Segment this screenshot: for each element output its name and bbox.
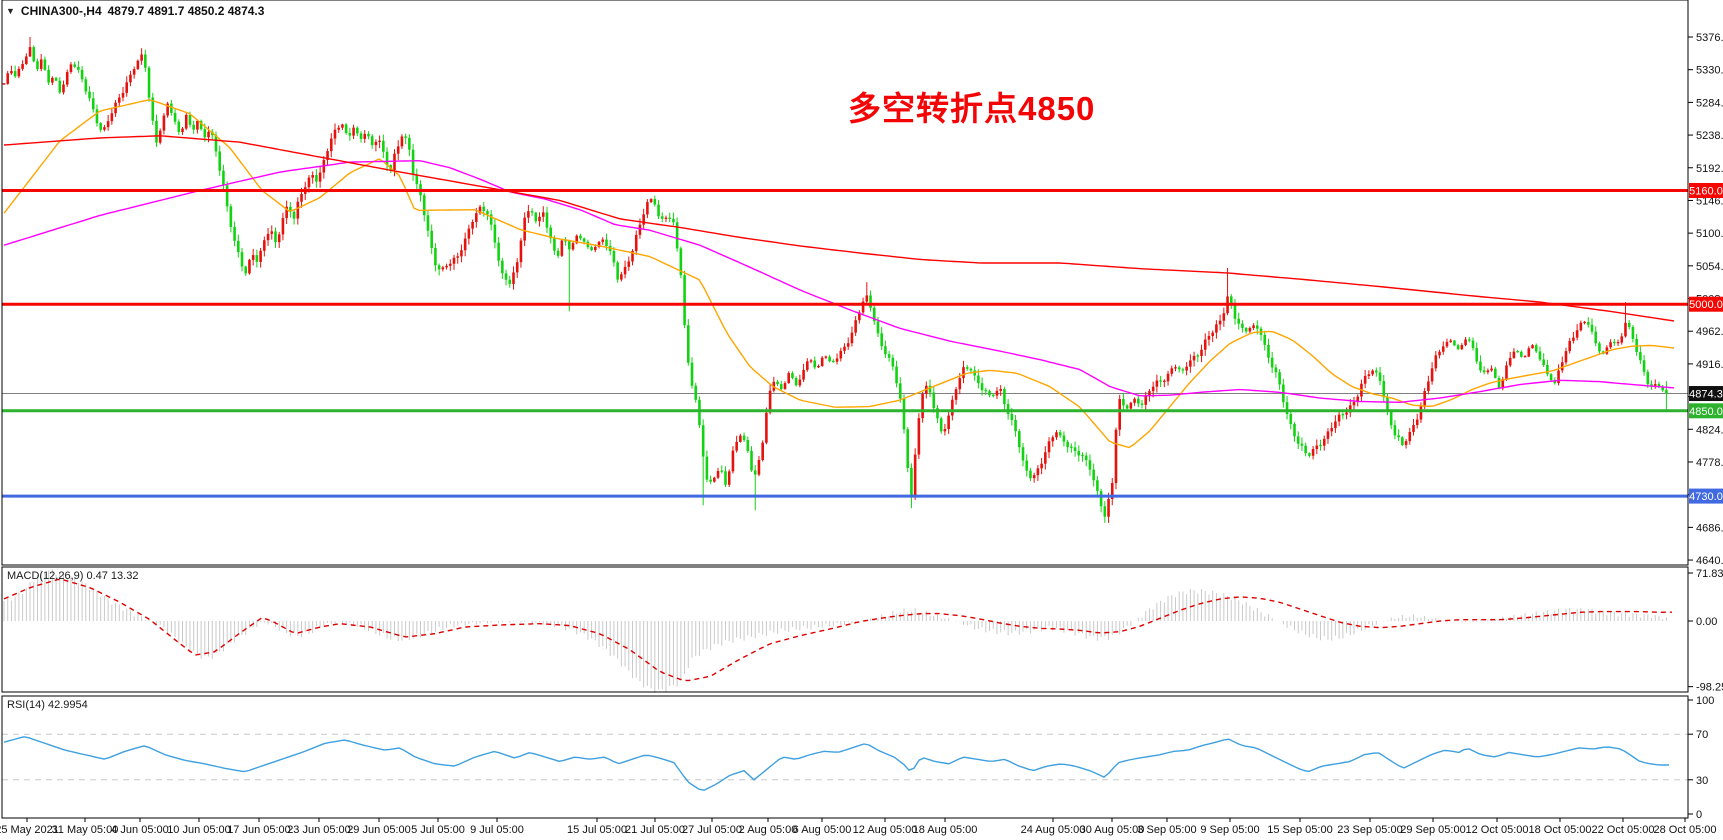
time-tick-label: 30 Aug 05:00: [1080, 824, 1145, 836]
time-tick-label: 29 Jun 05:00: [347, 824, 411, 836]
svg-text:-98.25: -98.25: [1696, 682, 1723, 694]
svg-text:0: 0: [1696, 809, 1702, 821]
svg-text:70: 70: [1696, 729, 1708, 741]
time-tick-label: 18 Aug 05:00: [913, 824, 978, 836]
ma-medium-line: [3, 160, 1675, 403]
symbol-period-label: CHINA300-,H4: [20, 4, 102, 18]
time-tick-label: 3 Sep 05:00: [1137, 824, 1196, 836]
svg-text:5160.0: 5160.0: [1689, 186, 1723, 198]
time-tick-label: 31 May 05:00: [52, 824, 119, 836]
time-tick-label: 24 Aug 05:00: [1021, 824, 1086, 836]
time-tick-label: 17 Jun 05:00: [227, 824, 291, 836]
key-level-lines: [2, 189, 1688, 498]
time-tick-label: 2 Aug 05:00: [739, 824, 798, 836]
time-tick-label: 10 Jun 05:00: [167, 824, 231, 836]
svg-text:5000.0: 5000.0: [1689, 299, 1723, 311]
svg-text:0.00: 0.00: [1696, 616, 1717, 628]
time-tick-label: 15 Jul 05:00: [567, 824, 627, 836]
time-tick-label: 23 Jun 05:00: [287, 824, 351, 836]
svg-text:4874.3: 4874.3: [1689, 389, 1723, 401]
symbol-dropdown-icon[interactable]: ▼: [6, 5, 15, 16]
price-axis: 5376.0 5330.0 5284.0 5238.0 5192.0 5146.0 5100…: [1688, 32, 1723, 821]
time-tick-label: 28 Oct 05:00: [1654, 824, 1717, 836]
time-tick-label: 22 Oct 05:00: [1592, 824, 1655, 836]
time-tick-label: 6 Aug 05:00: [793, 824, 852, 836]
svg-text:4686.0: 4686.0: [1696, 522, 1723, 534]
svg-text:5054.0: 5054.0: [1696, 261, 1723, 273]
svg-text:5238.0: 5238.0: [1696, 130, 1723, 142]
time-tick-label: 12 Aug 05:00: [853, 824, 918, 836]
svg-text:4916.0: 4916.0: [1696, 359, 1723, 371]
svg-text:30: 30: [1696, 775, 1708, 787]
svg-text:4962.0: 4962.0: [1696, 326, 1723, 338]
time-tick-label: 15 Sep 05:00: [1267, 824, 1332, 836]
svg-text:5192.0: 5192.0: [1696, 163, 1723, 175]
time-tick-label: 21 Jul 05:00: [625, 824, 685, 836]
rsi-indicator-label: RSI(14) 42.9954: [7, 699, 88, 711]
svg-text:5146.0: 5146.0: [1696, 195, 1723, 207]
macd-pane: [3, 569, 1672, 694]
svg-text:5330.0: 5330.0: [1696, 65, 1723, 77]
time-tick-label: 29 Sep 05:00: [1400, 824, 1465, 836]
time-tick-label: 9 Jul 05:00: [470, 824, 524, 836]
time-tick-label: 12 Oct 05:00: [1466, 824, 1529, 836]
candles-layer: [2, 37, 1668, 523]
ma-fast-line: [3, 99, 1675, 449]
svg-text:4824.0: 4824.0: [1696, 424, 1723, 436]
pane-borders: [1, 0, 1689, 819]
svg-text:4778.0: 4778.0: [1696, 457, 1723, 469]
svg-text:4730.0: 4730.0: [1689, 491, 1723, 503]
ma-slow-line: [3, 135, 1675, 322]
pivot-annotation: 多空转折点4850: [848, 90, 1096, 127]
price-badges: 5160.0 5000.0 4874.3 4850.0 4730.0: [1689, 183, 1723, 504]
time-tick-label: 9 Sep 05:00: [1200, 824, 1259, 836]
chart-title-bar: ▼ CHINA300-,H4 4879.7 4891.7 4850.2 4874…: [6, 4, 264, 18]
svg-text:5100.0: 5100.0: [1696, 228, 1723, 240]
svg-text:4850.0: 4850.0: [1689, 406, 1723, 418]
svg-text:5376.0: 5376.0: [1696, 32, 1723, 44]
macd-indicator-label: MACD(12,26,9) 0.47 13.32: [7, 570, 139, 582]
svg-text:100: 100: [1696, 695, 1714, 707]
time-tick-label: 5 Jul 05:00: [411, 824, 465, 836]
time-tick-label: 25 May 2021: [0, 824, 59, 836]
time-tick-label: 27 Jul 05:00: [682, 824, 742, 836]
svg-text:71.83: 71.83: [1696, 568, 1723, 580]
time-tick-label: 18 Oct 05:00: [1529, 824, 1592, 836]
rsi-pane: [2, 733, 1688, 791]
ohlc-readout: 4879.7 4891.7 4850.2 4874.3: [107, 4, 265, 18]
svg-text:4640.0: 4640.0: [1696, 555, 1723, 567]
svg-text:5284.0: 5284.0: [1696, 97, 1723, 109]
time-tick-label: 23 Sep 05:00: [1337, 824, 1402, 836]
time-tick-label: 4 Jun 05:00: [111, 824, 169, 836]
